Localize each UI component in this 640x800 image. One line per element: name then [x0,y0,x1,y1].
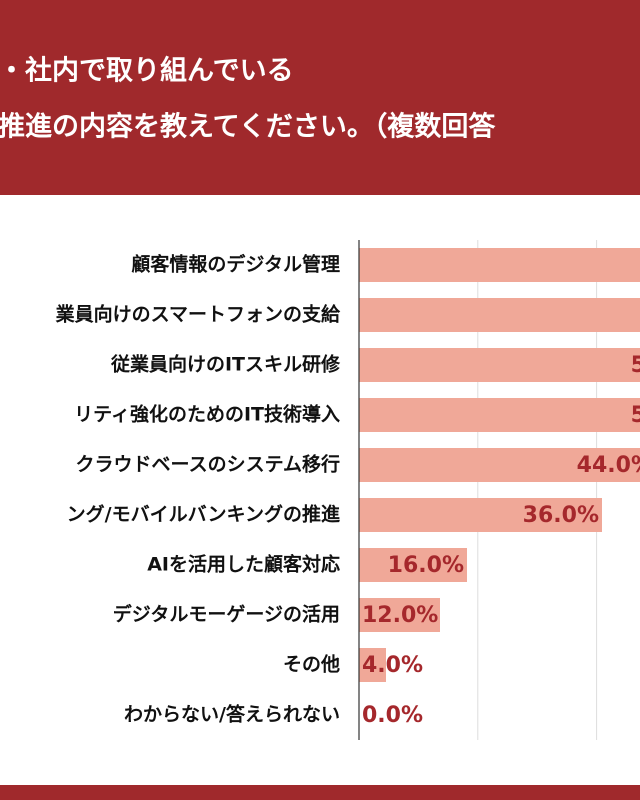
bar [359,648,386,682]
bar [359,398,640,432]
category-label: 従業員向けのITスキル研修 [110,353,341,376]
category-label: その他 [283,653,340,676]
header-band [0,0,640,195]
bar [359,348,640,382]
bar [359,448,640,482]
title-line: 推進の内容を教えてください。（複数回答 [0,111,496,143]
title-line: ・社内で取り組んでいる [0,55,294,87]
category-label: クラウドベースのシステム移行 [76,453,340,476]
value-label: 52.0% [631,353,640,378]
category-label: AIを活用した顧客対応 [147,553,340,576]
bar [359,498,602,532]
value-label: 36.0% [523,503,599,528]
value-label: 4.0% [362,653,423,678]
bar [359,598,440,632]
category-label: わからない/答えられない [124,703,340,726]
category-label: 顧客情報のデジタル管理 [131,253,340,276]
value-label: 52.0% [631,403,640,428]
footer-band [0,785,640,800]
bar [359,298,640,332]
category-label: ング/モバイルバンキングの推進 [67,503,340,526]
value-label: 0.0% [362,703,423,728]
value-label: 12.0% [362,603,438,628]
bar [359,248,640,282]
bar [359,548,467,582]
category-label: デジタルモーゲージの活用 [113,603,340,626]
value-label: 16.0% [388,553,464,578]
category-label: 業員向けのスマートフォンの支給 [55,303,341,326]
value-label: 44.0% [577,453,640,478]
category-label: リティ強化のためのIT技術導入 [74,403,340,426]
